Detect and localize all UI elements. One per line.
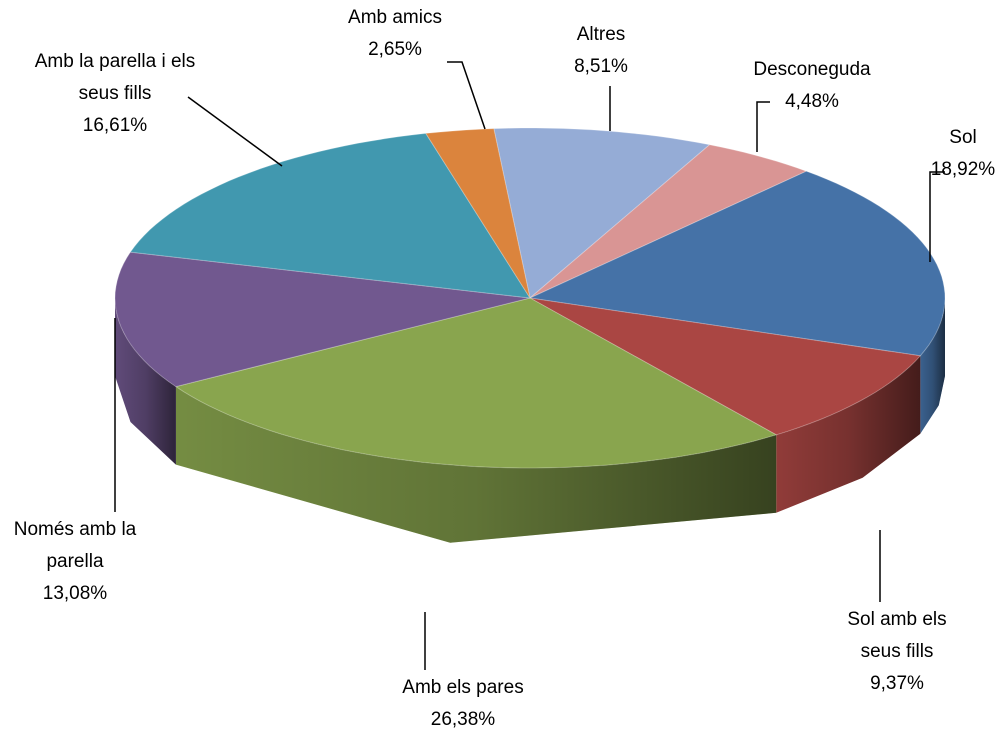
side-shade xyxy=(920,298,945,434)
slice xyxy=(493,127,711,299)
leader-line xyxy=(447,61,486,130)
category-label: Amb amics xyxy=(348,7,442,28)
slice xyxy=(529,297,922,436)
slice-label: Amb els pares 26,38% xyxy=(363,672,563,731)
value-label: 26,38% xyxy=(430,709,496,730)
slice xyxy=(529,144,808,299)
category-label: Altres xyxy=(576,24,626,45)
slice xyxy=(129,132,531,299)
value-label: 16,61% xyxy=(82,115,148,136)
category-label: Amb els pares xyxy=(402,677,524,698)
slice xyxy=(424,128,531,299)
side-shade xyxy=(115,298,176,465)
slice-label: Sol amb els seus fills 9,37% xyxy=(835,604,960,700)
slice xyxy=(528,170,946,357)
value-label: 2,65% xyxy=(368,39,422,60)
slice-label: Desconeguda 4,48% xyxy=(712,54,912,118)
leader-line xyxy=(756,101,770,152)
slice-label: Altres 8,51% xyxy=(501,19,701,83)
value-label: 9,37% xyxy=(870,673,924,694)
category-label: Desconeguda xyxy=(753,59,871,80)
slice xyxy=(114,251,531,388)
side-shade xyxy=(776,355,921,513)
side-shade xyxy=(175,386,777,543)
slice-label: Només amb la parella 13,08% xyxy=(5,514,145,610)
slice xyxy=(174,297,778,469)
value-label: 4,48% xyxy=(785,91,839,112)
slice-label: Amb la parella i els seus fills 16,61% xyxy=(23,46,208,142)
slice-label: Amb amics 2,65% xyxy=(320,2,470,66)
value-label: 13,08% xyxy=(42,583,108,604)
value-label: 8,51% xyxy=(574,56,628,77)
category-label: Sol xyxy=(949,127,977,148)
category-label: Sol amb els seus fills xyxy=(847,609,947,662)
category-label: Amb la parella i els seus fills xyxy=(34,51,196,104)
leader-line xyxy=(187,96,283,167)
leader-line xyxy=(929,171,945,262)
value-label: 18,92% xyxy=(930,159,996,180)
category-label: Només amb la parella xyxy=(13,519,137,572)
slice-label: Sol 18,92% xyxy=(913,122,1001,186)
